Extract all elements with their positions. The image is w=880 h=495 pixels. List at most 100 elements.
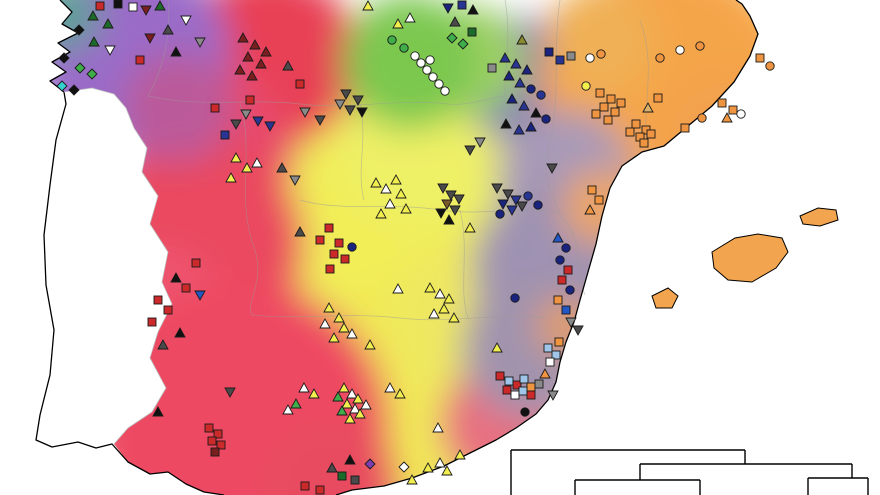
map-marker (298, 382, 310, 393)
island-mallorca (711, 233, 789, 283)
map-marker (216, 440, 226, 450)
map-marker (467, 27, 477, 37)
map-marker (518, 100, 530, 111)
map-marker (441, 199, 453, 210)
map-marker (467, 4, 479, 15)
map-marker (551, 350, 561, 360)
map-marker (555, 255, 565, 265)
map-marker (128, 2, 138, 12)
map-marker (234, 64, 246, 75)
map-marker (326, 462, 338, 473)
map-marker (400, 203, 412, 214)
map-marker (545, 357, 555, 367)
map-marker (225, 172, 237, 183)
map-marker (561, 305, 571, 315)
map-marker (755, 53, 765, 63)
map-marker (56, 80, 68, 92)
map-marker (639, 138, 649, 148)
map-marker (294, 226, 306, 237)
map-marker (249, 39, 261, 50)
map-marker (695, 41, 705, 51)
map-marker (384, 198, 396, 209)
map-marker (448, 312, 460, 323)
map-marker (721, 112, 733, 123)
map-marker (207, 436, 217, 446)
map-marker (334, 99, 346, 110)
map-marker (536, 90, 546, 100)
boundary-line (545, 0, 561, 216)
map-marker (534, 379, 544, 389)
map-marker (434, 457, 446, 468)
map-marker (384, 382, 396, 393)
island-menorca (799, 207, 839, 227)
coastline-west (35, 0, 225, 495)
map-marker (595, 88, 605, 98)
map-marker (404, 12, 416, 23)
map-marker (364, 339, 376, 350)
map-marker (88, 36, 100, 47)
map-marker (352, 393, 364, 404)
map-marker (338, 382, 350, 393)
map-marker (585, 53, 595, 63)
map-marker (174, 327, 186, 338)
map-marker (422, 65, 432, 75)
map-marker (299, 107, 311, 118)
map-marker (512, 380, 522, 390)
map-marker (506, 93, 518, 104)
map-marker (333, 312, 345, 323)
map-marker (157, 339, 169, 350)
map-marker (349, 403, 361, 414)
map-marker (194, 290, 206, 301)
map-marker (314, 115, 326, 126)
map-marker (153, 295, 163, 305)
map-marker (315, 235, 325, 245)
map-marker (154, 0, 166, 11)
map-marker (220, 130, 230, 140)
map-marker (554, 337, 564, 347)
map-marker (594, 195, 604, 205)
map-marker (646, 129, 656, 139)
map-marker (443, 214, 455, 225)
map-marker (276, 162, 288, 173)
map-marker (73, 24, 85, 36)
map-marker (204, 423, 214, 433)
map-marker (510, 58, 522, 69)
map-marker (416, 58, 426, 68)
island-ibiza (651, 287, 679, 309)
map-marker (255, 58, 267, 69)
map-marker (655, 53, 665, 63)
map-marker (300, 481, 310, 491)
map-marker (491, 183, 503, 194)
map-marker (625, 127, 635, 137)
map-marker (736, 109, 746, 119)
map-marker (453, 194, 465, 205)
map-marker (449, 205, 461, 216)
map-marker (360, 399, 372, 410)
map-marker (587, 185, 597, 195)
map-marker (113, 0, 123, 9)
map-marker (510, 293, 520, 303)
map-marker (525, 121, 537, 132)
map-marker (539, 368, 551, 379)
map-marker (610, 107, 620, 117)
map-marker (572, 325, 584, 336)
map-marker (519, 374, 529, 384)
map-marker (213, 429, 223, 439)
map-marker (446, 32, 458, 44)
map-marker (346, 328, 358, 339)
map-marker (356, 107, 368, 118)
map-marker (323, 302, 335, 313)
map-marker (308, 388, 320, 399)
map-marker (516, 201, 528, 212)
map-marker (675, 45, 685, 55)
map-marker (135, 55, 145, 65)
map-marker (362, 0, 374, 11)
map-marker (336, 405, 348, 416)
map-marker (344, 105, 356, 116)
map-marker (251, 157, 263, 168)
balearic-islands (651, 207, 839, 309)
boundary-line (559, 214, 586, 296)
map-marker (547, 390, 559, 401)
map-marker (596, 49, 606, 59)
map-marker (497, 199, 509, 210)
